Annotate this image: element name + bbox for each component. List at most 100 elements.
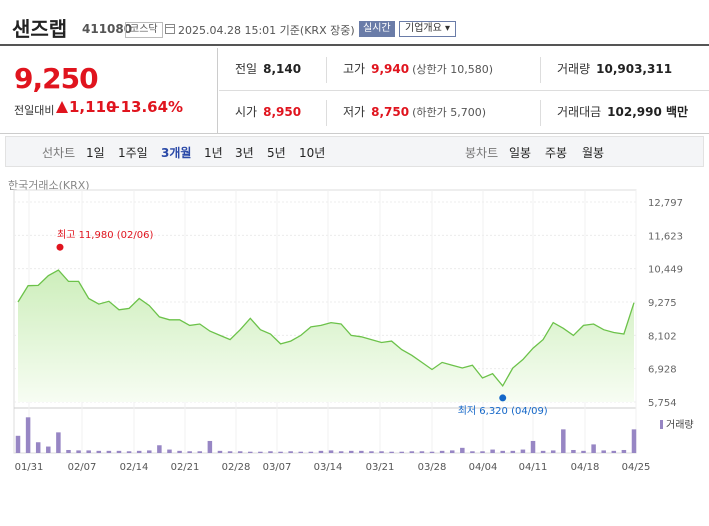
min-marker [499, 394, 507, 402]
volume-bar [126, 451, 132, 453]
volume-bar [86, 450, 91, 453]
period-10y[interactable]: 10년 [299, 146, 326, 160]
x-tick-label: 04/25 [622, 462, 651, 473]
max-annotation: 최고 11,980 (02/06) [57, 229, 153, 241]
volume-legend: 거래량 [666, 419, 694, 431]
volume-bar [66, 449, 71, 453]
low-value: 8,750 [371, 105, 410, 119]
volume-bar [591, 444, 596, 453]
volume-bar [318, 450, 324, 453]
quote-row-1: 전일 8,140 고가 9,940 (상한가 10,580) 거래량 10,903,31… [219, 48, 709, 91]
current-price: 9,250 [14, 62, 99, 95]
volume-bar [369, 451, 374, 453]
company-overview-dropdown[interactable]: 기업개요 ▾ [399, 21, 456, 37]
candle-daily[interactable]: 일봉 [509, 146, 532, 160]
volume-bar [258, 451, 263, 453]
amount-cell: 거래대금 102,990 백만 [557, 91, 688, 134]
high-label: 고가 [343, 62, 366, 76]
price-line [17, 269, 635, 388]
volume-bar [480, 451, 485, 453]
volume-bar [409, 451, 415, 453]
volume-bar [500, 450, 505, 453]
volume-bar [288, 451, 293, 453]
volume-bar [611, 450, 617, 453]
volume-bar [540, 450, 546, 453]
quote-panel: 9,250 전일대비 1,110 +13.64% 전일 8,140 고가 9,940… [0, 48, 709, 134]
period-1w[interactable]: 1주일 [118, 146, 148, 160]
volume-bar [419, 451, 425, 453]
volume-bar [359, 450, 364, 453]
low-label: 저가 [343, 105, 366, 119]
period-5y[interactable]: 5년 [267, 146, 286, 160]
prev-close-value: 8,140 [263, 62, 302, 76]
quote-datetime: 2025.04.28 15:01 기준(KRX 장중) [178, 24, 355, 37]
x-tick-label: 02/21 [171, 462, 200, 473]
volume-bar [248, 451, 253, 453]
open-label: 시가 [235, 105, 258, 119]
min-annotation: 최저 6,320 (04/09) [458, 405, 548, 417]
volume-bar [157, 445, 162, 453]
volume-cell: 거래량 10,903,311 [557, 48, 672, 91]
lower-limit: (하한가 5,700) [412, 106, 486, 119]
period-3y[interactable]: 3년 [235, 146, 254, 160]
volume-bar [217, 450, 223, 453]
volume-bar [308, 451, 314, 453]
volume-bar [187, 451, 192, 453]
max-marker [56, 243, 64, 251]
x-tick-label: 04/18 [571, 462, 600, 473]
volume-bar [530, 440, 536, 453]
volume-bar [571, 449, 576, 453]
upper-limit: (상한가 10,580) [412, 63, 493, 76]
x-tick-label: 04/11 [519, 462, 548, 473]
volume-bar [25, 417, 31, 453]
volume-bar [470, 451, 475, 453]
x-tick-label: 03/21 [366, 462, 395, 473]
x-tick-label: 02/14 [120, 462, 149, 473]
volume-bar [550, 450, 556, 453]
prev-close-label: 전일 [235, 62, 258, 76]
volume-bar [197, 451, 203, 453]
line-chart-label: 선차트 [42, 146, 76, 160]
volume-bar [601, 450, 606, 453]
volume-bar [298, 451, 304, 453]
volume-bar [399, 451, 404, 453]
period-1y[interactable]: 1년 [204, 146, 223, 160]
stock-name: 샌즈랩 [12, 17, 68, 41]
price-box: 9,250 전일대비 1,110 +13.64% [0, 48, 218, 134]
open-cell: 시가 8,950 [235, 91, 301, 134]
candle-chart-label: 봉차트 [465, 146, 499, 160]
y-tick-label: 12,797 [648, 198, 683, 209]
market-badge: 코스닥 [125, 22, 163, 38]
period-3m[interactable]: 3개월 [161, 146, 192, 160]
volume-bar [96, 450, 102, 453]
period-selector: 선차트 1일 1주일 3개월 1년 3년 5년 10년 봉차트 일봉 주봉 월봉 [5, 136, 704, 167]
y-tick-label: 8,102 [648, 331, 677, 342]
volume-bar [56, 432, 61, 453]
volume-bar [490, 449, 495, 453]
volume-bar [147, 450, 152, 453]
volume-bar [449, 450, 455, 453]
calendar-icon [165, 24, 175, 34]
volume-bar [460, 447, 465, 453]
open-value: 8,950 [263, 105, 302, 119]
price-chart[interactable]: 12,797 11,623 10,449 9,275 8,102 6,928 5,754 01… [0, 188, 709, 526]
volume-bar [35, 442, 41, 453]
volume-bar [76, 450, 81, 453]
high-cell: 고가 9,940 (상한가 10,580) [343, 48, 493, 91]
low-cell: 저가 8,750 (하한가 5,700) [343, 91, 486, 134]
candle-monthly[interactable]: 월봉 [582, 146, 605, 160]
volume-legend-swatch [660, 420, 663, 429]
volume-bar [379, 451, 384, 453]
price-change-percent: +13.64% [108, 98, 184, 116]
realtime-button[interactable]: 실시간 [359, 21, 395, 37]
stock-header: 샌즈랩 411080 코스닥 2025.04.28 15:01 기준(KRX 장… [0, 0, 709, 46]
volume-bar [227, 451, 233, 453]
prev-close-cell: 전일 8,140 [235, 48, 301, 91]
data-source: 한국거래소(KRX) [8, 179, 90, 192]
y-tick-label: 10,449 [648, 265, 683, 276]
candle-weekly[interactable]: 주봉 [545, 146, 568, 160]
volume-bar [167, 449, 172, 453]
y-tick-label: 11,623 [648, 231, 683, 242]
x-tick-label: 02/07 [68, 462, 97, 473]
period-1d[interactable]: 1일 [86, 146, 105, 160]
